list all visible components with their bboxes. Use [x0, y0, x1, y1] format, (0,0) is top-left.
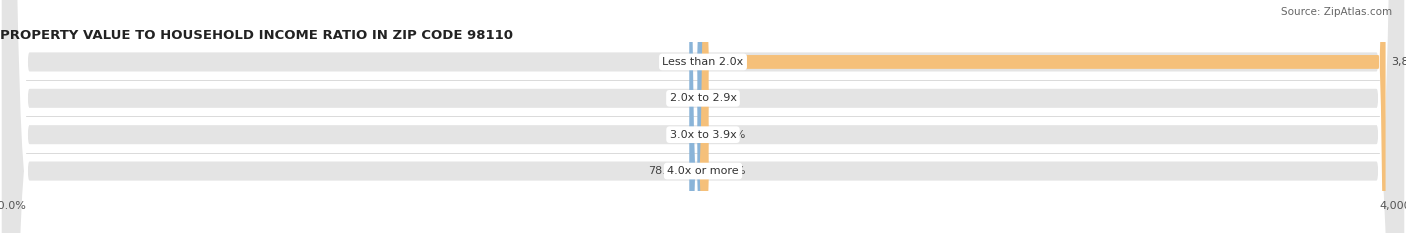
- FancyBboxPatch shape: [703, 0, 1385, 233]
- Text: 14.1%: 14.1%: [711, 130, 747, 140]
- Text: 6.8%: 6.8%: [668, 57, 696, 67]
- FancyBboxPatch shape: [697, 0, 710, 233]
- Text: 14.8%: 14.8%: [711, 166, 747, 176]
- Text: 4.0x or more: 4.0x or more: [668, 166, 738, 176]
- Text: 9.5%: 9.5%: [668, 93, 696, 103]
- FancyBboxPatch shape: [699, 0, 710, 233]
- Text: 78.2%: 78.2%: [648, 166, 683, 176]
- Text: 8.4%: 8.4%: [710, 93, 738, 103]
- Text: 3.0x to 3.9x: 3.0x to 3.9x: [669, 130, 737, 140]
- FancyBboxPatch shape: [696, 0, 709, 233]
- FancyBboxPatch shape: [699, 0, 710, 233]
- FancyBboxPatch shape: [696, 0, 709, 233]
- Text: 3,883.8%: 3,883.8%: [1391, 57, 1406, 67]
- FancyBboxPatch shape: [689, 0, 703, 233]
- FancyBboxPatch shape: [696, 0, 709, 233]
- Text: 5.4%: 5.4%: [668, 130, 697, 140]
- Text: 2.0x to 2.9x: 2.0x to 2.9x: [669, 93, 737, 103]
- Text: PROPERTY VALUE TO HOUSEHOLD INCOME RATIO IN ZIP CODE 98110: PROPERTY VALUE TO HOUSEHOLD INCOME RATIO…: [0, 29, 513, 42]
- Text: Source: ZipAtlas.com: Source: ZipAtlas.com: [1281, 7, 1392, 17]
- Text: Less than 2.0x: Less than 2.0x: [662, 57, 744, 67]
